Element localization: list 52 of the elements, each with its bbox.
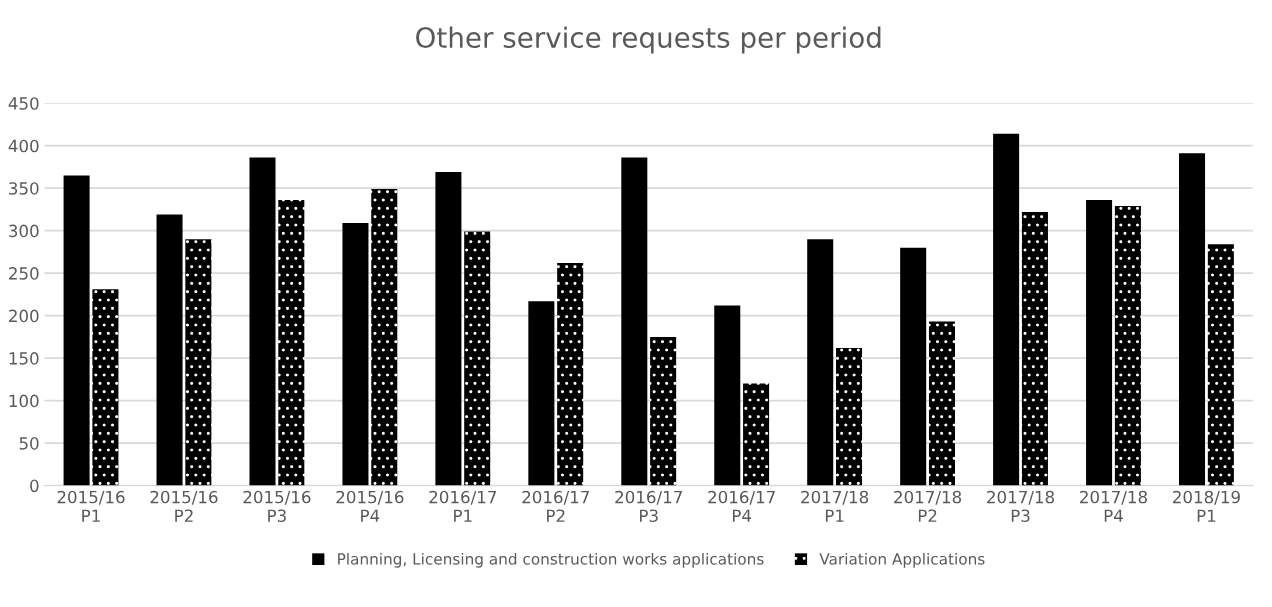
bar — [836, 347, 863, 486]
legend-label: Variation Applications — [819, 552, 985, 568]
bar — [743, 383, 770, 486]
y-tick-label: 50 — [19, 437, 39, 450]
y-tick-label: 300 — [9, 224, 39, 238]
bar — [249, 157, 276, 486]
bar — [714, 305, 741, 486]
bar — [807, 239, 834, 486]
x-tick-label: 2016/17 P3 — [615, 490, 682, 523]
bar — [928, 321, 955, 486]
bar — [1179, 153, 1206, 486]
bar — [342, 223, 369, 486]
legend-label: Planning, Licensing and construction works applications — [338, 552, 764, 568]
y-tick-label: 450 — [8, 97, 39, 110]
y-tick-label: 0 — [30, 479, 39, 493]
y-tick-label: 400 — [8, 139, 39, 153]
bar — [1086, 200, 1113, 486]
bar — [993, 133, 1020, 486]
x-tick-label: 2017/18 P4 — [1080, 490, 1147, 522]
y-tick-label: 200 — [9, 309, 39, 323]
bar — [156, 214, 183, 486]
bar — [621, 157, 648, 486]
bar — [371, 189, 398, 486]
bar — [63, 175, 90, 486]
bar — [92, 289, 119, 486]
bar — [1021, 211, 1048, 486]
x-tick-label: 2016/17 P1 — [429, 490, 497, 522]
x-tick-label: 2017/18 P2 — [894, 490, 962, 522]
x-tick-label: 2017/18 P3 — [987, 490, 1055, 523]
bar — [185, 239, 212, 486]
bar — [1207, 244, 1234, 486]
x-tick-label: 2015/16 P4 — [336, 490, 404, 522]
x-tick-label: 2016/17 P2 — [522, 490, 589, 522]
chart-title: Other service requests per period — [416, 26, 881, 54]
bar — [557, 262, 584, 486]
bar — [278, 200, 305, 486]
x-tick-label: 2016/17 P4 — [708, 490, 775, 522]
x-tick-label: 2015/16 P1 — [57, 490, 125, 522]
bar — [528, 301, 555, 486]
y-tick-label: 100 — [9, 394, 39, 408]
y-tick-label: 150 — [9, 352, 39, 365]
x-tick-label: 2015/16 P3 — [243, 490, 311, 523]
y-tick-label: 350 — [9, 182, 39, 195]
bar — [650, 336, 677, 486]
bar — [900, 247, 927, 486]
bar — [1114, 206, 1141, 486]
x-tick-label: 2015/16 P2 — [150, 490, 218, 522]
bar — [464, 231, 491, 486]
bar — [435, 172, 462, 486]
x-tick-label: 2018/19 P1 — [1173, 490, 1240, 522]
x-tick-label: 2017/18 P1 — [801, 490, 869, 522]
y-tick-label: 250 — [9, 267, 39, 280]
